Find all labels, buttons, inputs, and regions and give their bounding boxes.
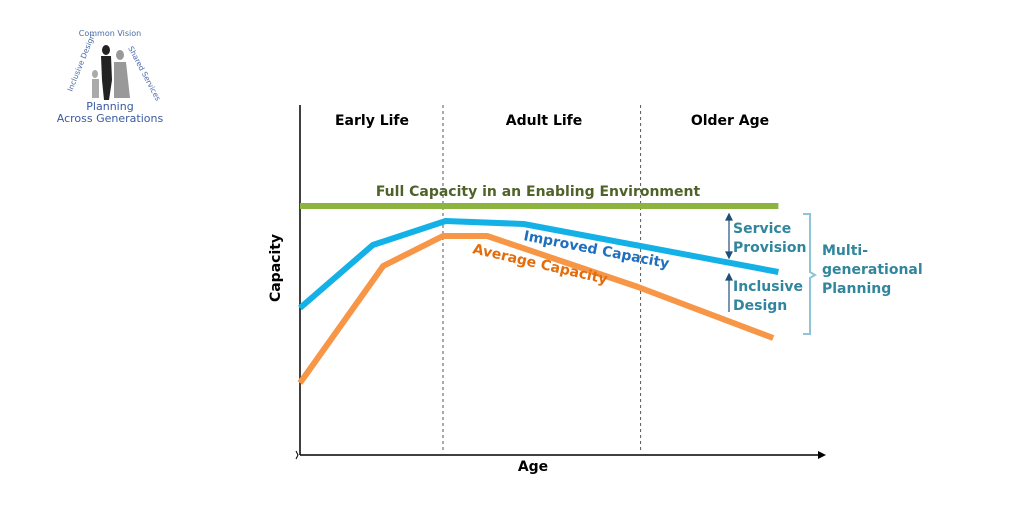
- multi-label-1: Multi-: [822, 243, 868, 259]
- service-label-2: Provision: [733, 240, 806, 256]
- bracket: [803, 213, 817, 335]
- plot-area: [295, 105, 826, 460]
- phase-label-adult: Adult Life: [506, 113, 583, 129]
- multi-label-3: Planning: [822, 281, 891, 297]
- multi-label-2: generational: [822, 262, 923, 278]
- service-arrow-icon: [725, 212, 733, 260]
- full-capacity-label: Full Capacity in an Enabling Environment: [376, 184, 701, 200]
- x-axis-label: Age: [518, 459, 548, 475]
- logo-across-generations: Across Generations: [57, 112, 164, 125]
- series-line-average-capacity: [297, 233, 775, 385]
- logo-shared-services: Shared Services: [126, 45, 162, 103]
- inclusive-label-2: Design: [733, 298, 787, 314]
- logo-common-vision: Common Vision: [79, 29, 141, 38]
- phase-label-early: Early Life: [335, 113, 409, 129]
- phase-label-older: Older Age: [691, 113, 769, 129]
- y-axis-label: Capacity: [268, 234, 284, 302]
- logo-planning: Planning: [86, 100, 133, 113]
- logo: Common Vision Inclusive Design Shared Se…: [57, 29, 164, 125]
- x-axis-arrow-icon: [818, 451, 826, 459]
- series-line-improved-capacity: [298, 218, 779, 311]
- service-label-1: Service: [733, 221, 791, 237]
- inclusive-label-1: Inclusive: [733, 279, 803, 295]
- x-axis-start-tick: [295, 450, 299, 460]
- inclusive-arrow-icon: [725, 272, 733, 312]
